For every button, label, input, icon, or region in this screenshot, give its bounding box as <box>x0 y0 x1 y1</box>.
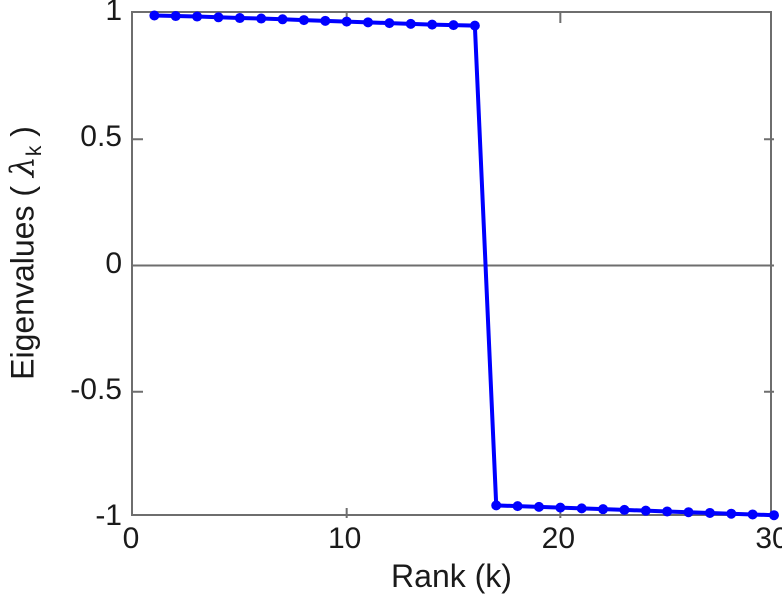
y-tick-label: -0.5 <box>70 372 122 406</box>
plot-canvas <box>133 10 779 521</box>
x-axis-tick-labels: 0 10 20 30 <box>123 522 782 564</box>
x-tick-label: 0 <box>122 522 140 555</box>
x-axis-title: Rank (k) <box>391 558 512 594</box>
x-tick-label: 20 <box>541 522 576 555</box>
y-tick-label: 1 <box>105 0 122 27</box>
y-tick-label: 0.5 <box>80 120 122 154</box>
eigenvalue-series <box>149 10 779 521</box>
x-tick-label: 10 <box>327 522 362 555</box>
y-tick-label: -1 <box>95 499 122 532</box>
y-axis-tick-labels: 1 0.5 0 -0.5 -1 <box>0 0 122 531</box>
plot-area <box>131 10 779 521</box>
x-tick-label: 30 <box>755 522 782 555</box>
y-tick-label: 0 <box>105 246 122 280</box>
